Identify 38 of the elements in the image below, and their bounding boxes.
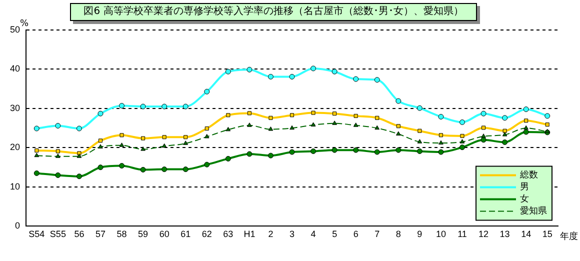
y-tick-label: 40 [10,64,20,74]
x-tick-label: 4 [310,229,316,240]
x-tick-label: S55 [50,229,66,240]
x-tick-label: 12 [478,229,489,240]
legend-label: 男 [520,182,529,193]
y-tick-label: 50 [10,24,20,34]
y-tick-label: 10 [10,181,20,192]
x-tick-label: 10 [436,229,446,240]
x-tick-label: 6 [353,229,358,240]
x-tick-label: 58 [116,229,127,240]
x-tick-label: H1 [244,229,256,240]
y-tick-label: 30 [10,102,20,113]
x-tick-label: 15 [542,229,552,240]
x-tick-label: 14 [521,229,532,240]
legend-label: 愛知県 [520,206,547,217]
x-tick-label: 59 [138,229,148,240]
x-tick-label: 61 [180,229,191,240]
x-tick-label: 3 [290,229,295,240]
x-tick-label: 13 [500,229,510,240]
x-tick-label: 62 [202,229,212,240]
x-tick-label: 9 [417,229,422,240]
x-tick-label: 56 [74,229,84,240]
legend-label: 総数 [519,170,538,181]
y-tick-label: 20 [10,142,20,152]
x-tick-label: 7 [374,229,380,240]
x-tick-label: 5 [332,229,338,240]
x-tick-label: 2 [268,229,274,240]
x-tick-label: 63 [223,229,234,240]
y-tick-label: 0 [14,220,20,231]
x-axis-title: 年度 [560,231,578,242]
y-axis-title: % [20,18,30,29]
x-tick-label: S54 [28,229,45,240]
legend-label: 女 [520,194,529,205]
x-tick-label: 60 [159,229,170,240]
x-tick-label: 11 [458,229,467,240]
x-tick-label: 8 [396,229,401,240]
chart-title: 図6 高等学校卒業者の専修学校等入学率の推移（名古屋市（総数･男･女）、愛知県） [70,3,477,21]
x-tick-label: 57 [95,229,106,240]
